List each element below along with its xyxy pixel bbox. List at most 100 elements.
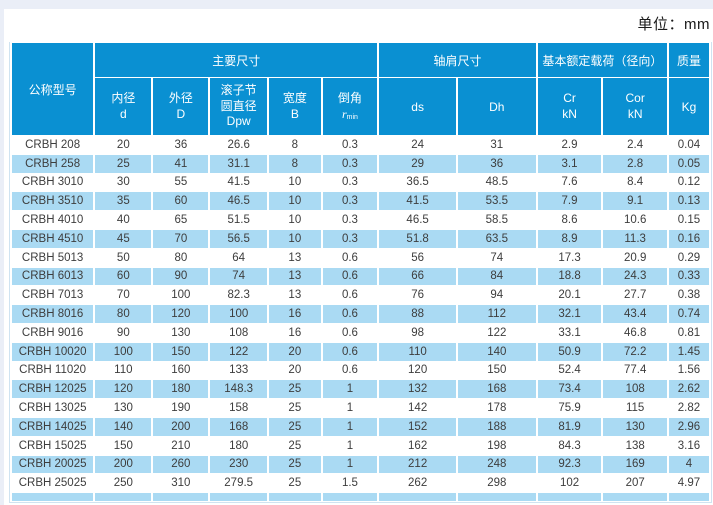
- value-cell: 120: [153, 305, 209, 323]
- value-cell: 31: [457, 136, 536, 154]
- value-cell: 230: [210, 455, 268, 474]
- value-cell: 94: [457, 286, 536, 305]
- model-cell: CRBH 20025: [12, 455, 94, 474]
- value-cell: 188: [457, 417, 536, 436]
- value-cell: [379, 493, 456, 502]
- value-cell: 50: [95, 248, 152, 267]
- col-header-width: 宽度 B: [269, 78, 321, 135]
- model-cell: CRBH 3010: [12, 173, 94, 192]
- value-cell: 0.3: [322, 211, 378, 229]
- value-cell: 0.6: [322, 342, 378, 361]
- value-cell: 130: [153, 323, 209, 342]
- value-cell: 55: [153, 173, 209, 192]
- table-header: 公称型号 主要尺寸 轴肩尺寸 基本额定载荷（径向） 质量 内径 d 外径 D 滚…: [12, 43, 709, 135]
- value-cell: 262: [379, 474, 456, 493]
- col-header-kg: Kg: [668, 78, 709, 135]
- value-cell: [210, 493, 268, 502]
- page-edge-left: [0, 0, 4, 505]
- col-header-model: 公称型号: [12, 43, 94, 135]
- value-cell: 1.45: [668, 342, 709, 361]
- value-cell: 13: [269, 248, 321, 267]
- model-cell: CRBH 25025: [12, 474, 94, 493]
- bearing-spec-table: 公称型号 主要尺寸 轴肩尺寸 基本额定载荷（径向） 质量 内径 d 外径 D 滚…: [10, 42, 711, 502]
- table-row: CRBH 12025 120 180 148.3 25 1 132 168 73.4 108 2.6…: [12, 380, 709, 399]
- value-cell: 27.7: [603, 286, 667, 305]
- value-cell: 0.15: [668, 211, 709, 229]
- model-cell: CRBH 11020: [12, 361, 94, 380]
- value-cell: 110: [379, 342, 456, 361]
- group-mass: 质量: [668, 43, 709, 77]
- value-cell: 1: [322, 399, 378, 417]
- value-cell: 40: [95, 211, 152, 229]
- value-cell: 25: [269, 474, 321, 493]
- value-cell: 0.6: [322, 267, 378, 286]
- value-cell: 2.82: [668, 399, 709, 417]
- value-cell: 20: [269, 361, 321, 380]
- value-cell: 132: [379, 380, 456, 399]
- value-cell: 0.3: [322, 173, 378, 192]
- value-cell: 168: [457, 380, 536, 399]
- value-cell: 2.8: [603, 154, 667, 173]
- value-cell: 76: [379, 286, 456, 305]
- table-row: CRBH 4010 40 65 51.5 10 0.3 46.5 58.5 8.6 10.6 0.1…: [12, 211, 709, 229]
- value-cell: 35: [95, 192, 152, 211]
- page-edge-top: [0, 0, 713, 9]
- table-row: CRBH 3510 35 60 46.5 10 0.3 41.5 53.5 7.9 9.1 0.13: [12, 192, 709, 211]
- value-cell: 10: [269, 211, 321, 229]
- col-header-cr: Cr kN: [537, 78, 602, 135]
- value-cell: 150: [153, 342, 209, 361]
- table-row: CRBH 10020 100 150 122 20 0.6 110 140 50.9 72.2 1.…: [12, 342, 709, 361]
- table-row: CRBH 15025 150 210 180 25 1 162 198 84.3 138 3.16: [12, 436, 709, 455]
- value-cell: 4.97: [668, 474, 709, 493]
- value-cell: 45: [95, 229, 152, 248]
- value-cell: 30: [95, 173, 152, 192]
- table-row: CRBH 6013 60 90 74 13 0.6 66 84 18.8 24.3 0.33: [12, 267, 709, 286]
- value-cell: 25: [269, 417, 321, 436]
- model-cell: CRBH 208: [12, 136, 94, 154]
- value-cell: 10: [269, 192, 321, 211]
- value-cell: 80: [153, 248, 209, 267]
- value-cell: 0.12: [668, 173, 709, 192]
- value-cell: 56.5: [210, 229, 268, 248]
- value-cell: 1: [322, 380, 378, 399]
- model-cell: CRBH 10020: [12, 342, 94, 361]
- value-cell: 92.3: [537, 455, 602, 474]
- value-cell: 84.3: [537, 436, 602, 455]
- value-cell: 162: [379, 436, 456, 455]
- value-cell: 11.3: [603, 229, 667, 248]
- value-cell: 32.1: [537, 305, 602, 323]
- group-header-row: 公称型号 主要尺寸 轴肩尺寸 基本额定载荷（径向） 质量: [12, 43, 709, 135]
- value-cell: 8.4: [603, 173, 667, 192]
- value-cell: 74: [210, 267, 268, 286]
- value-cell: 81.9: [537, 417, 602, 436]
- value-cell: 48.5: [457, 173, 536, 192]
- value-cell: 0.3: [322, 192, 378, 211]
- value-cell: 56: [379, 248, 456, 267]
- value-cell: 2.62: [668, 380, 709, 399]
- value-cell: 108: [603, 380, 667, 399]
- value-cell: 25: [269, 380, 321, 399]
- value-cell: 0.13: [668, 192, 709, 211]
- value-cell: 65: [153, 211, 209, 229]
- table-row: CRBH 8016 80 120 100 16 0.6 88 112 32.1 43.4 0.74: [12, 305, 709, 323]
- value-cell: 25: [269, 436, 321, 455]
- value-cell: 17.3: [537, 248, 602, 267]
- value-cell: 0.16: [668, 229, 709, 248]
- value-cell: [322, 493, 378, 502]
- value-cell: 64: [210, 248, 268, 267]
- table-row: CRBH 5013 50 80 64 13 0.6 56 74 17.3 20.9 0.29: [12, 248, 709, 267]
- table-row: CRBH 208 20 36 26.6 8 0.3 24 31 2.9 2.4 0.04: [12, 136, 709, 154]
- value-cell: 80: [95, 305, 152, 323]
- value-cell: [95, 493, 152, 502]
- value-cell: 310: [153, 474, 209, 493]
- value-cell: 0.74: [668, 305, 709, 323]
- value-cell: 1: [322, 455, 378, 474]
- col-header-ds: ds: [379, 78, 456, 135]
- table-row: CRBH 14025 140 200 168 25 1 152 188 81.9 130 2.96: [12, 417, 709, 436]
- value-cell: 169: [603, 455, 667, 474]
- value-cell: 130: [95, 399, 152, 417]
- value-cell: 0.81: [668, 323, 709, 342]
- value-cell: 0.38: [668, 286, 709, 305]
- col-header-cor: Cor kN: [603, 78, 667, 135]
- value-cell: 180: [210, 436, 268, 455]
